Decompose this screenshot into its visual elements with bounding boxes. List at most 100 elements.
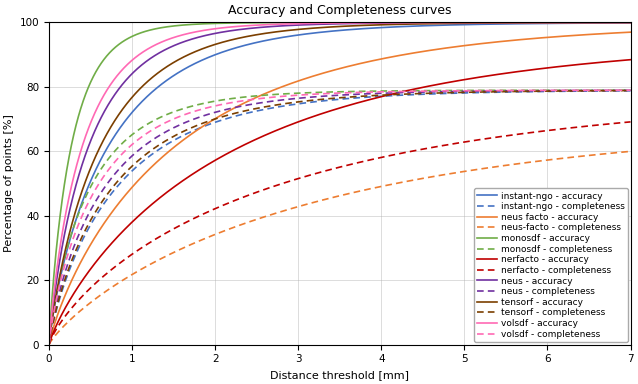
Line: neus - completeness: neus - completeness [49, 90, 630, 344]
volsdf - completeness [293, 93, 301, 98]
Line: monosdf - accuracy: monosdf - accuracy [49, 23, 630, 344]
instant-ngo - completeness [627, 88, 634, 93]
Line: neus-facto - completeness: neus-facto - completeness [49, 151, 630, 344]
neus - accuracy [45, 342, 53, 347]
neus - completeness [268, 99, 276, 104]
neus-facto - completeness [268, 212, 276, 217]
monosdf - completeness [45, 342, 53, 347]
instant-ngo - accuracy [45, 342, 53, 347]
instant-ngo - accuracy [112, 132, 119, 137]
monosdf - accuracy [615, 20, 623, 25]
instant-ngo - accuracy [268, 37, 276, 41]
neus-facto - completeness [293, 205, 301, 209]
neus-facto - completeness [45, 342, 53, 347]
instant-ngo - completeness [293, 102, 301, 106]
Legend: instant-ngo - accuracy, instant-ngo - completeness, neus facto - accuracy, neus-: instant-ngo - accuracy, instant-ngo - co… [474, 189, 628, 342]
monosdf - accuracy [45, 342, 53, 347]
instant-ngo - accuracy [615, 21, 623, 25]
volsdf - accuracy [293, 22, 301, 26]
volsdf - completeness [615, 88, 623, 93]
tensorf - accuracy [268, 30, 276, 35]
instant-ngo - accuracy [146, 92, 154, 96]
neus-facto - completeness [615, 150, 623, 155]
monosdf - accuracy [146, 28, 154, 32]
Line: neus - accuracy: neus - accuracy [49, 23, 630, 344]
instant-ngo - accuracy [553, 21, 560, 26]
volsdf - accuracy [146, 45, 154, 50]
tensorf - completeness [112, 182, 119, 186]
volsdf - completeness [268, 95, 276, 99]
nerfacto - accuracy [615, 58, 623, 63]
neus - accuracy [553, 20, 560, 25]
nerfacto - accuracy [627, 57, 634, 62]
neus-facto - completeness [627, 149, 634, 154]
neus - completeness [112, 171, 119, 175]
monosdf - accuracy [553, 20, 560, 25]
nerfacto - completeness [112, 264, 119, 269]
volsdf - completeness [45, 342, 53, 347]
Line: nerfacto - accuracy: nerfacto - accuracy [49, 60, 630, 344]
instant-ngo - completeness [553, 89, 560, 94]
tensorf - completeness [553, 89, 560, 93]
monosdf - accuracy [627, 20, 634, 25]
nerfacto - accuracy [146, 204, 154, 208]
neus - accuracy [146, 56, 154, 61]
Line: tensorf - completeness: tensorf - completeness [49, 91, 630, 344]
Line: nerfacto - completeness: nerfacto - completeness [49, 122, 630, 344]
Y-axis label: Percentage of points [%]: Percentage of points [%] [4, 114, 14, 252]
volsdf - completeness [627, 88, 634, 93]
monosdf - completeness [112, 148, 119, 153]
monosdf - accuracy [293, 20, 301, 25]
monosdf - completeness [615, 88, 623, 93]
monosdf - completeness [627, 88, 634, 93]
monosdf - accuracy [268, 20, 276, 25]
instant-ngo - completeness [45, 342, 53, 347]
nerfacto - completeness [627, 119, 634, 124]
tensorf - accuracy [146, 77, 154, 82]
neus - completeness [146, 139, 154, 144]
nerfacto - accuracy [268, 130, 276, 134]
Line: monosdf - completeness: monosdf - completeness [49, 90, 630, 344]
neus - accuracy [293, 23, 301, 27]
tensorf - accuracy [627, 20, 634, 25]
neus facto - accuracy [615, 30, 623, 35]
monosdf - completeness [293, 91, 301, 96]
volsdf - accuracy [112, 76, 119, 80]
nerfacto - completeness [268, 185, 276, 189]
nerfacto - completeness [615, 121, 623, 125]
neus facto - accuracy [45, 342, 53, 347]
tensorf - completeness [268, 103, 276, 108]
tensorf - completeness [293, 100, 301, 104]
nerfacto - accuracy [112, 237, 119, 242]
tensorf - accuracy [112, 118, 119, 122]
tensorf - accuracy [293, 27, 301, 32]
neus facto - accuracy [553, 35, 560, 39]
tensorf - accuracy [615, 20, 623, 25]
volsdf - completeness [146, 129, 154, 134]
neus - completeness [553, 88, 560, 93]
neus - completeness [293, 96, 301, 101]
nerfacto - completeness [553, 127, 560, 132]
tensorf - completeness [627, 88, 634, 93]
instant-ngo - completeness [146, 154, 154, 158]
monosdf - accuracy [112, 45, 119, 50]
monosdf - completeness [268, 92, 276, 97]
nerfacto - accuracy [553, 65, 560, 69]
X-axis label: Distance threshold [mm]: Distance threshold [mm] [271, 370, 410, 380]
neus facto - accuracy [146, 166, 154, 171]
neus - accuracy [112, 91, 119, 96]
volsdf - accuracy [553, 20, 560, 25]
volsdf - completeness [553, 88, 560, 93]
neus-facto - completeness [146, 262, 154, 267]
instant-ngo - accuracy [293, 33, 301, 38]
Line: tensorf - accuracy: tensorf - accuracy [49, 23, 630, 344]
instant-ngo - completeness [268, 106, 276, 110]
instant-ngo - completeness [615, 89, 623, 93]
neus - accuracy [268, 24, 276, 29]
tensorf - accuracy [553, 20, 560, 25]
Line: instant-ngo - completeness: instant-ngo - completeness [49, 91, 630, 344]
nerfacto - completeness [45, 342, 53, 347]
nerfacto - accuracy [45, 342, 53, 347]
tensorf - completeness [146, 149, 154, 154]
neus - completeness [615, 88, 623, 93]
